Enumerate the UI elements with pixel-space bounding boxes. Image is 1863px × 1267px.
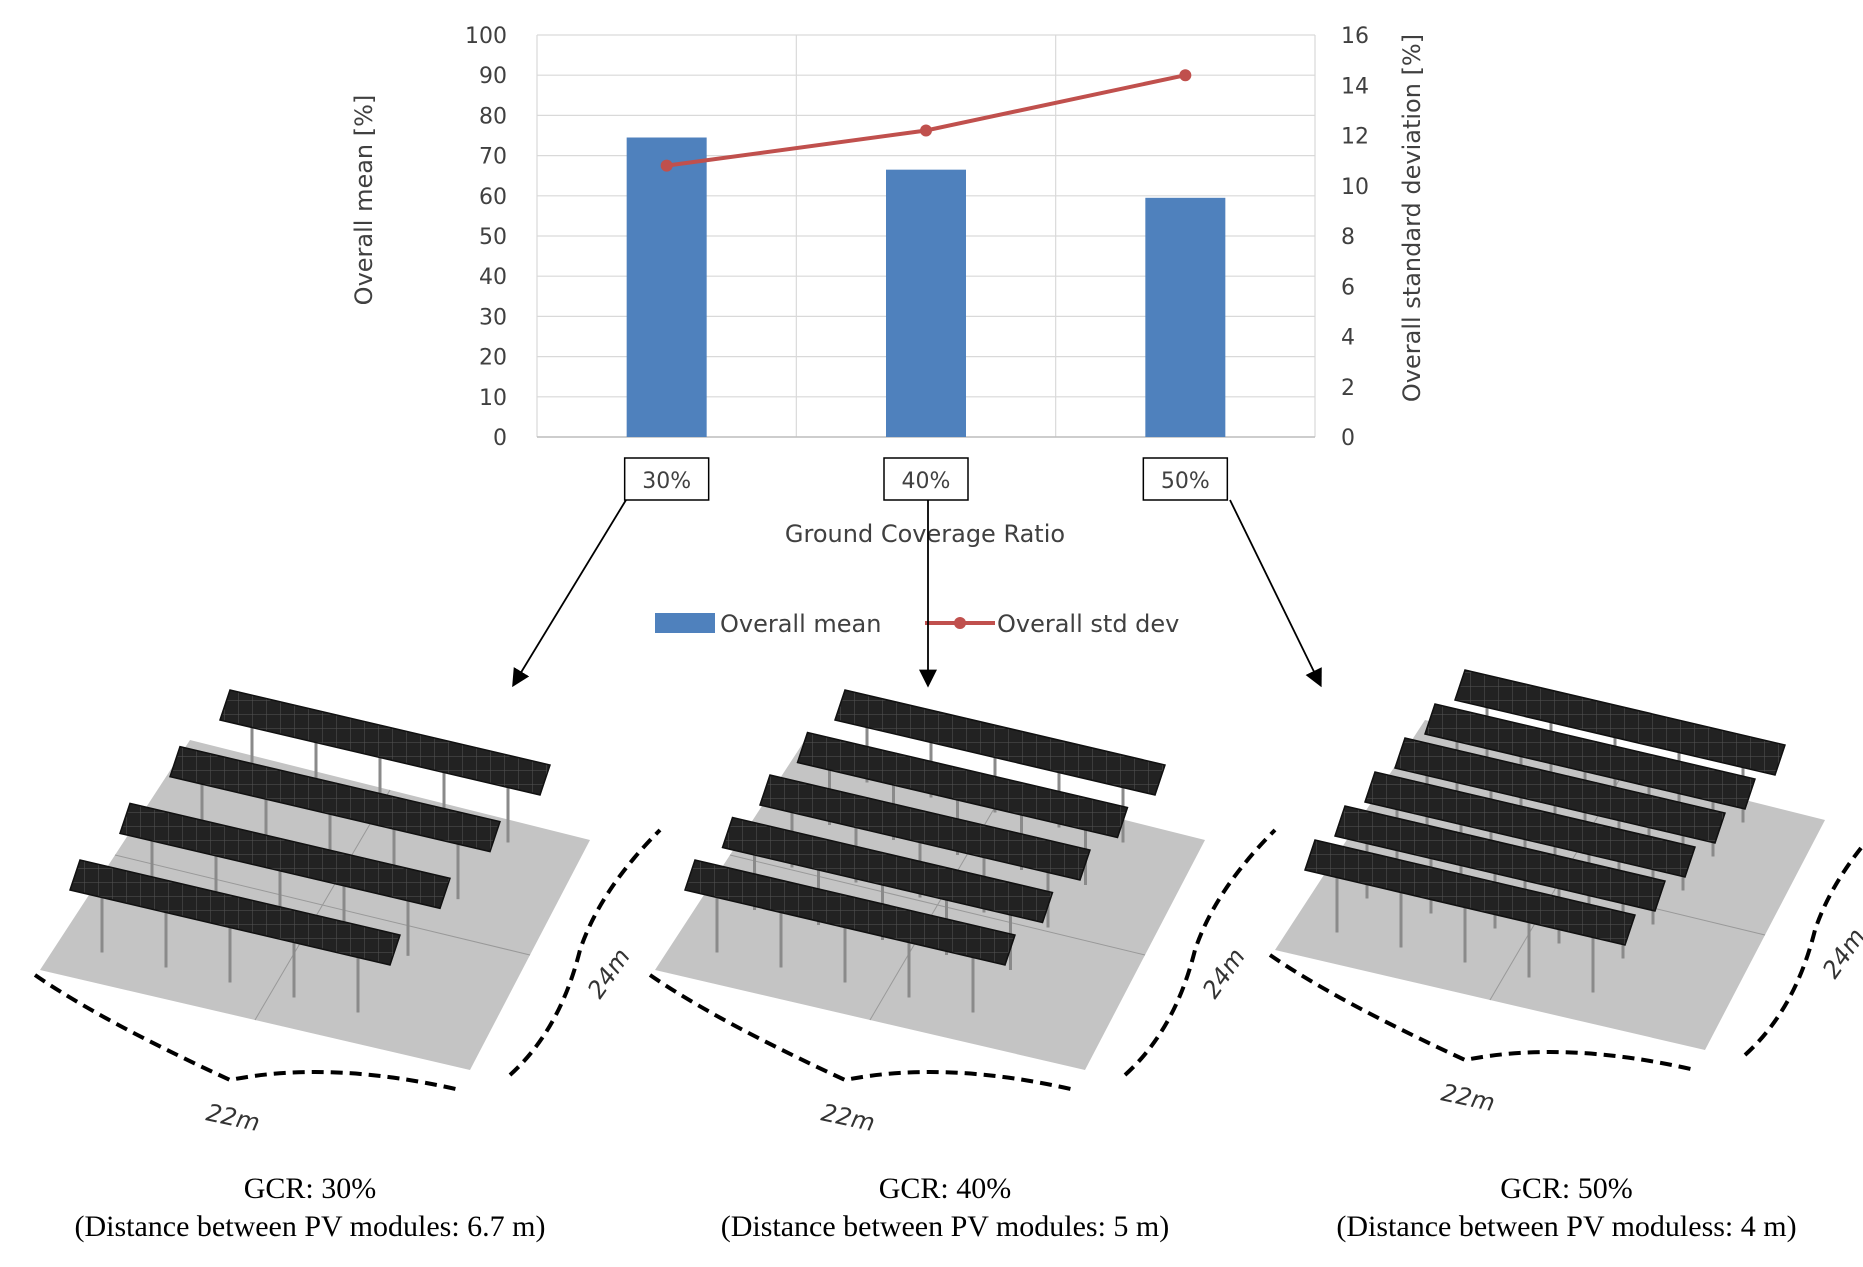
- category-label-30: 30%: [623, 457, 710, 501]
- category-text: 30%: [642, 469, 691, 494]
- category-label-50: 50%: [1142, 457, 1229, 501]
- bar-30: [626, 137, 707, 437]
- width-brace: [648, 973, 1076, 1092]
- std-dev-line: [666, 73, 1186, 168]
- caption-gcr-30-distance: (Distance between PV modules: 6.7 m): [74, 1210, 546, 1243]
- pv-module-row: [219, 689, 551, 796]
- x-axis-title: Ground Coverage Ratio: [785, 520, 1065, 548]
- category-label-40: 40%: [883, 457, 969, 501]
- depth-label: 24m: [1817, 923, 1863, 983]
- pv-module-row: [1394, 737, 1726, 844]
- y-right-tick-label: 4: [1341, 326, 1355, 351]
- category-text: 40%: [902, 469, 951, 494]
- width-label: 22m: [1439, 1078, 1498, 1117]
- caption-gcr-40: GCR: 40% (Distance between PV modules: 5…: [620, 1170, 1270, 1246]
- pv-module-row: [119, 802, 451, 910]
- category-text: 50%: [1161, 469, 1210, 494]
- y-left-tick-label: 10: [479, 386, 507, 411]
- pv-module-row: [721, 816, 1054, 924]
- y-left-tick-label: 20: [479, 346, 507, 371]
- pv-layout-panels: 22m 24m 22m 24m 22m 24m: [33, 669, 1863, 1137]
- y-right-tick-label: 0: [1341, 426, 1355, 451]
- arrow-30: [512, 499, 627, 688]
- bar-50: [1145, 197, 1226, 437]
- right-axis-ticks: 0 2 4 6 8 10 12 14 16: [1341, 24, 1369, 451]
- caption-gcr-30: GCR: 30% (Distance between PV modules: 6…: [0, 1170, 620, 1246]
- legend-label-std: Overall std dev: [997, 610, 1179, 638]
- depth-brace: [508, 828, 662, 1077]
- std-dev-point-50: [1179, 69, 1192, 82]
- y-right-tick-label: 2: [1341, 376, 1355, 401]
- std-dev-point-40: [920, 124, 932, 137]
- category-box: [883, 457, 969, 501]
- caption-gcr-40-distance: (Distance between PV modules: 5 m): [720, 1210, 1170, 1243]
- caption-gcr-50-title: GCR: 50%: [1500, 1172, 1633, 1205]
- y-left-tick-label: 100: [465, 24, 507, 49]
- y-right-tick-label: 16: [1341, 24, 1369, 49]
- y-left-axis-title: Overall mean [%]: [350, 95, 378, 306]
- caption-gcr-50: GCR: 50% (Distance between PV moduless: …: [1270, 1170, 1863, 1246]
- depth-label: 24m: [582, 943, 636, 1003]
- caption-gcr-50-distance: (Distance between PV moduless: 4 m): [1336, 1210, 1797, 1243]
- depth-brace: [1743, 842, 1863, 1057]
- y-right-tick-label: 6: [1341, 275, 1355, 300]
- pv-module-row: [759, 774, 1091, 881]
- legend-swatch-mean: [655, 613, 715, 633]
- depth-brace: [1123, 828, 1277, 1077]
- width-label: 22m: [819, 1098, 878, 1137]
- pv-panel-gcr-40: 22m 24m: [648, 689, 1277, 1137]
- pv-module-row: [69, 859, 401, 966]
- legend-swatch-std-marker: [954, 617, 966, 629]
- y-left-tick-label: 70: [479, 145, 507, 170]
- y-left-tick-label: 50: [479, 225, 507, 250]
- y-right-tick-label: 10: [1341, 175, 1369, 200]
- arrow-50: [1229, 499, 1322, 688]
- caption-gcr-40-title: GCR: 40%: [878, 1172, 1012, 1205]
- y-left-tick-label: 80: [479, 104, 507, 129]
- category-labels: 30% 40% 50%: [623, 457, 1229, 501]
- legend-label-mean: Overall mean: [720, 610, 881, 638]
- y-right-tick-label: 14: [1341, 74, 1369, 99]
- y-left-tick-label: 40: [479, 265, 507, 290]
- y-left-tick-label: 90: [479, 64, 507, 89]
- ground-divider: [114, 854, 531, 956]
- std-dev-point-30: [660, 159, 673, 172]
- pv-module-row: [684, 859, 1016, 966]
- y-right-axis-title: Overall standard deviation [%]: [1398, 34, 1426, 402]
- y-left-tick-label: 30: [479, 305, 507, 330]
- y-right-tick-label: 12: [1341, 125, 1369, 150]
- ground-divider: [729, 854, 1146, 956]
- line-series: [660, 69, 1192, 172]
- caption-gcr-30-title: GCR: 30%: [243, 1172, 377, 1205]
- pv-panel-gcr-50: 22m 24m: [1268, 669, 1863, 1117]
- pv-module-row: [169, 745, 501, 853]
- connector-arrows: [512, 499, 1322, 688]
- pv-module-row: [834, 689, 1166, 796]
- depth-label: 24m: [1197, 943, 1251, 1003]
- category-box: [623, 457, 710, 501]
- pv-module-row: [1424, 703, 1756, 810]
- y-left-tick-label: 60: [479, 185, 507, 210]
- category-box: [1142, 457, 1229, 501]
- bar-40: [886, 169, 966, 438]
- legend: Overall mean Overall std dev: [655, 610, 1179, 638]
- pv-module-row: [1334, 805, 1666, 912]
- bar-series: [626, 137, 1226, 438]
- pv-module-row: [1304, 839, 1636, 946]
- pv-module-row: [1364, 771, 1696, 878]
- width-brace: [33, 973, 461, 1092]
- y-left-tick-label: 0: [493, 426, 507, 451]
- width-brace: [1268, 953, 1696, 1072]
- pv-module-row: [796, 731, 1129, 839]
- width-label: 22m: [204, 1098, 263, 1137]
- y-right-tick-label: 8: [1341, 225, 1355, 250]
- left-axis-ticks: 0 10 20 30 40 50 60 70 80 90 100: [465, 24, 507, 451]
- pv-panel-gcr-30: 22m 24m: [33, 689, 662, 1137]
- pv-module-row: [1454, 669, 1786, 776]
